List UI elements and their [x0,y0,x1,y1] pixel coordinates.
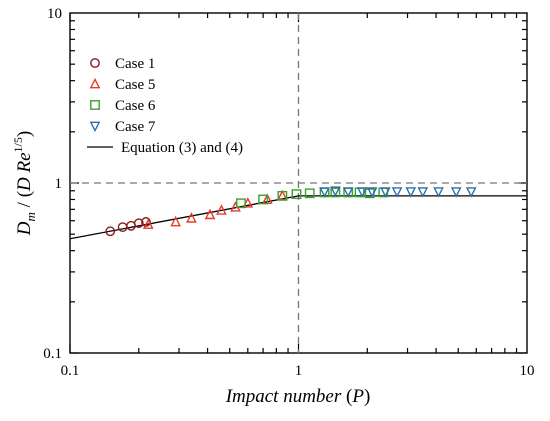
x-tick-label: 0.1 [61,363,80,379]
data-point-square [236,198,246,209]
data-point-triangle-up [142,218,154,229]
legend-label: Case 5 [115,77,155,93]
data-point-circle [133,218,144,229]
data-markers [105,186,477,237]
data-point-circle [141,217,151,227]
data-point-circle [117,222,128,233]
data-point-square [304,188,315,199]
data-point-triangle-down [405,187,417,198]
y-axis-title-close: ) [14,131,35,137]
x-axis-title-main: Impact number [225,386,342,407]
legend-label: Equation (3) and (4) [121,140,243,156]
legend: Case 1 Case 5 Case 6 Case 7 Equation (3) and… [87,56,243,156]
x-axis-title-paren-open: ( [341,386,352,407]
data-point-circle [105,226,116,237]
data-point-triangle-down [391,187,403,198]
data-point-triangle-down [319,187,330,198]
y-tick-label: 10 [47,6,62,22]
x-axis-title-paren-close: ) [364,386,370,407]
data-point-triangle-down [366,187,378,198]
data-point-square [258,194,269,205]
y-axis-title-var: D [14,221,35,236]
data-point-triangle-down [417,187,429,198]
legend-label: Case 1 [115,56,155,72]
x-tick-label: 1 [295,363,303,379]
y-tick-label: 1 [55,176,63,192]
data-point-triangle-down [450,187,462,198]
reference-lines [70,13,527,353]
legend-marker [90,58,100,68]
data-point-triangle-up [186,212,197,223]
legend-label: Case 7 [115,119,156,135]
data-point-square [277,190,288,201]
data-point-triangle-down [342,187,354,198]
y-axis-title-slash: / ( [14,191,35,212]
data-point-triangle-down [465,187,477,198]
y-tick-label: 0.1 [43,346,62,362]
x-axis-title-var: P [351,386,364,407]
legend-marker [89,121,101,133]
y-axis-title-sub: m [23,212,38,221]
data-point-triangle-down [433,187,444,198]
legend-marker [89,77,101,89]
data-point-triangle-down [380,187,391,198]
data-point-triangle-down [330,186,341,197]
data-point-triangle-up [170,215,181,227]
data-point-triangle-up [216,204,227,215]
x-axis-title: Impact number (P) [225,386,371,407]
data-point-triangle-down [356,187,368,198]
data-point-square [291,189,302,200]
legend-label: Case 6 [115,98,156,114]
tick-labels: 0.1 1 10 0.1 1 10 [43,6,534,379]
x-tick-label: 10 [520,363,535,379]
legend-marker [90,100,100,110]
y-axis-title-var2: D Re [14,152,35,192]
data-point-triangle-up [204,208,216,220]
y-axis-title: Dm / (D Re1/5) [11,131,38,236]
axis-ticks [69,13,527,354]
y-axis-title-sup: 1/5 [11,137,25,152]
